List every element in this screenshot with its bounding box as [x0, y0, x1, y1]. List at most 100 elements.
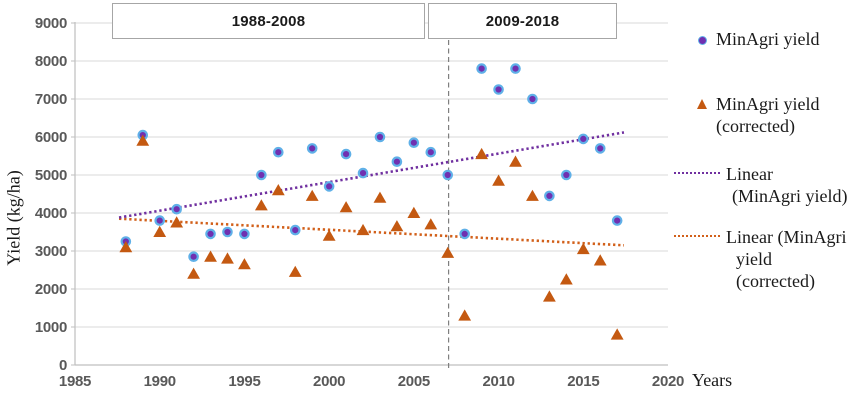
x-tick-label: 1985: [59, 373, 91, 390]
legend-item-minagri-yield-corrected: MinAgri yield (corrected): [672, 93, 850, 137]
data-point-minagri-yield: [205, 228, 216, 240]
data-point-minagri-yield-corrected: [119, 241, 133, 253]
data-point-minagri-yield-corrected: [187, 267, 200, 279]
data-point-minagri-yield: [527, 93, 538, 105]
data-point-minagri-yield: [239, 228, 250, 240]
data-point-minagri-yield: [306, 143, 318, 154]
data-point-minagri-yield-corrected: [238, 258, 251, 270]
legend-label: Linear (MinAgri: [726, 227, 847, 247]
data-point-minagri-yield: [408, 137, 420, 148]
legend-item-linear-minagri-yield: Linear (MinAgri yield): [672, 163, 850, 207]
data-point-minagri-yield: [577, 133, 589, 145]
data-point-minagri-yield-corrected: [526, 189, 539, 201]
data-point-minagri-yield: [171, 203, 182, 215]
data-point-minagri-yield-corrected: [610, 328, 624, 340]
data-point-minagri-yield: [594, 143, 606, 154]
data-point-minagri-yield-corrected: [424, 218, 438, 230]
x-axis-title: Years: [692, 370, 733, 390]
data-point-minagri-yield: [323, 181, 335, 192]
legend-item-minagri-yield: MinAgri yield: [672, 28, 850, 50]
y-tick-label: 5000: [35, 167, 67, 184]
data-point-minagri-yield: [476, 63, 487, 74]
orange-dotted-line-icon: [674, 235, 720, 237]
data-point-minagri-yield-corrected: [492, 174, 505, 186]
x-tick-label: 2005: [398, 373, 430, 390]
data-point-minagri-yield: [154, 215, 166, 226]
data-point-minagri-yield-corrected: [407, 206, 421, 218]
x-tick-label: 2000: [313, 373, 345, 390]
legend-label: yield (corrected): [736, 249, 815, 291]
data-point-minagri-yield: [374, 131, 386, 143]
x-tick-label: 2015: [567, 373, 599, 390]
data-point-minagri-yield: [611, 215, 623, 226]
data-point-minagri-yield-corrected: [254, 199, 268, 211]
data-point-minagri-yield: [442, 169, 454, 181]
purple-dotted-line-icon: [674, 172, 720, 174]
x-tick-label: 2010: [482, 373, 514, 390]
y-tick-label: 4000: [35, 205, 67, 222]
data-point-minagri-yield-corrected: [136, 134, 150, 146]
x-tick-label: 1990: [144, 373, 176, 390]
data-point-minagri-yield: [510, 63, 521, 74]
legend-label: MinAgri yield: [716, 94, 820, 114]
y-axis-title: Yield (kg/ha): [3, 170, 24, 266]
x-tick-label: 1995: [228, 373, 260, 390]
legend-label: Linear: [726, 164, 773, 184]
data-point-minagri-yield-corrected: [390, 220, 404, 232]
data-point-minagri-yield-corrected: [170, 216, 184, 228]
y-tick-label: 8000: [35, 53, 67, 70]
data-point-minagri-yield: [222, 226, 233, 238]
y-tick-label: 3000: [35, 243, 67, 260]
data-point-minagri-yield-corrected: [204, 250, 217, 262]
data-point-minagri-yield-corrected: [475, 147, 489, 160]
data-point-minagri-yield-corrected: [153, 225, 167, 237]
legend-item-linear-minagri-yield-corrected: Linear (MinAgri yield (corrected): [672, 226, 850, 292]
data-point-minagri-yield-corrected: [288, 265, 302, 277]
circle-marker-icon: [698, 36, 707, 45]
legend-label: (corrected): [716, 116, 795, 136]
data-point-minagri-yield-corrected: [559, 273, 573, 285]
y-tick-label: 7000: [35, 91, 67, 108]
data-point-minagri-yield-corrected: [221, 252, 234, 264]
data-point-minagri-yield-corrected: [305, 189, 319, 201]
period-label-1988-2008: 1988-2008: [112, 3, 425, 39]
data-point-minagri-yield: [357, 167, 369, 179]
y-tick-label: 1000: [35, 319, 67, 336]
data-point-minagri-yield: [561, 169, 572, 181]
data-point-minagri-yield-corrected: [271, 184, 285, 196]
legend-label: (MinAgri yield): [732, 186, 848, 206]
data-point-minagri-yield: [289, 224, 301, 236]
data-point-minagri-yield-corrected: [576, 242, 590, 255]
legend: MinAgri yield MinAgri yield (corrected) …: [672, 0, 850, 300]
data-point-minagri-yield: [425, 146, 437, 158]
trendline-minagri-yield: [118, 131, 625, 219]
data-point-minagri-yield-corrected: [441, 246, 455, 258]
period-label-2009-2018: 2009-2018: [428, 3, 617, 39]
data-point-minagri-yield: [391, 156, 403, 167]
data-point-minagri-yield-corrected: [356, 223, 370, 236]
y-tick-label: 6000: [35, 129, 67, 146]
data-point-minagri-yield-corrected: [509, 155, 522, 167]
data-point-minagri-yield-corrected: [322, 229, 336, 241]
data-point-minagri-yield: [493, 84, 504, 95]
data-point-minagri-yield-corrected: [593, 254, 607, 266]
y-tick-label: 2000: [35, 281, 67, 298]
data-point-minagri-yield-corrected: [373, 191, 387, 203]
data-point-minagri-yield: [544, 190, 555, 202]
y-tick-label: 9000: [35, 15, 67, 32]
data-point-minagri-yield: [256, 169, 267, 181]
data-point-minagri-yield-corrected: [543, 290, 556, 302]
data-point-minagri-yield: [273, 146, 284, 158]
data-point-minagri-yield-corrected: [458, 309, 472, 321]
data-point-minagri-yield-corrected: [339, 201, 353, 213]
x-tick-label: 2020: [652, 373, 684, 390]
data-point-minagri-yield: [459, 228, 470, 240]
legend-label: MinAgri yield: [716, 29, 820, 49]
data-point-minagri-yield: [340, 148, 352, 160]
data-point-minagri-yield: [188, 251, 199, 263]
triangle-marker-icon: [697, 99, 707, 109]
y-tick-label: 0: [59, 357, 67, 374]
trendline-minagri-yield-corrected: [118, 217, 625, 247]
